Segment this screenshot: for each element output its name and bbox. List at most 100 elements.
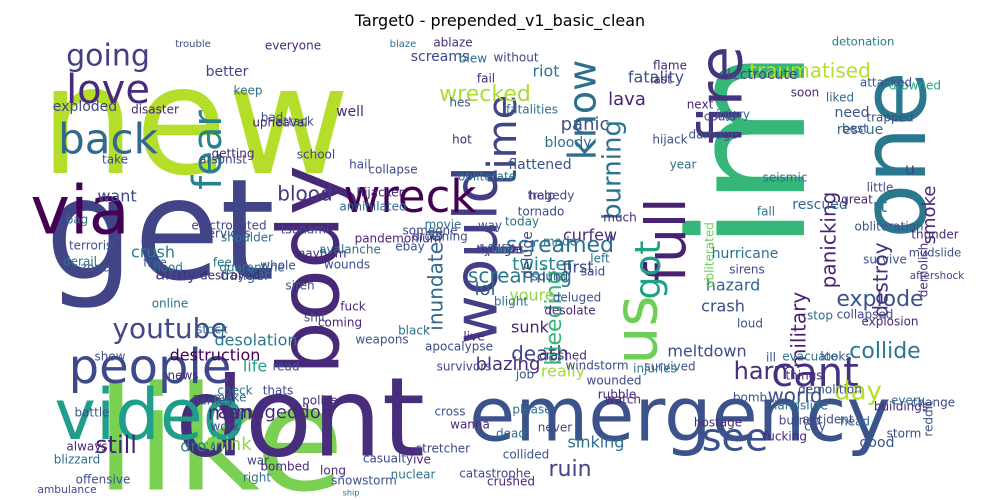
word-shit: shit [304, 311, 326, 325]
word-desolate: desolate [544, 304, 595, 318]
word-siren: siren [285, 279, 314, 293]
word-survive: survive [863, 253, 907, 267]
word-obliterate: obliterate [458, 170, 516, 184]
word-still: still [95, 431, 137, 459]
word-full: full [634, 198, 698, 283]
word-crash: crash [701, 297, 745, 316]
word-please: please [512, 403, 551, 417]
word-one: one [842, 71, 947, 238]
word-reddit: reddit [922, 401, 936, 437]
word-twister: twister [512, 254, 574, 275]
word-attack: attack [276, 115, 314, 129]
word-little: little [867, 181, 894, 195]
word-cyclone: cyclone [477, 243, 523, 257]
word-collapsed: collapsed [837, 308, 894, 322]
word-quarantine: quarantine [219, 261, 285, 275]
word-ive: ive [413, 453, 431, 467]
word-world: world [767, 384, 822, 408]
word-could: could [704, 110, 737, 124]
word-youre: youre [509, 286, 554, 305]
word-good: good [860, 435, 895, 451]
word-battle: battle [74, 406, 109, 420]
word-thunder: thunder [911, 228, 959, 242]
word-rescue: rescue [837, 122, 884, 138]
word-evacuate: evacuate [782, 350, 837, 364]
word-right: right [243, 471, 271, 485]
word-head: head [840, 415, 870, 429]
word-way: way [478, 219, 502, 233]
word-free: free [143, 256, 167, 270]
word-cant: cant [771, 350, 859, 396]
word-obliterated: obliterated [703, 222, 717, 288]
word-buildings: buildings [874, 400, 928, 414]
word-explosion: explosion [861, 315, 918, 329]
word-news: news [167, 369, 198, 383]
word-love: love [66, 67, 150, 113]
word-hellfire: hellfire [479, 243, 520, 257]
word-exploded: exploded [53, 99, 117, 115]
word-riot: riot [532, 62, 559, 81]
word-long: long [320, 464, 346, 478]
word-damage: damage [688, 128, 737, 142]
word-black: black [398, 324, 430, 338]
word-obliteration: obliteration [855, 220, 924, 234]
word-new: new [40, 35, 350, 209]
word-fucking: fucking [763, 430, 807, 444]
word-ship: ship [343, 488, 360, 498]
word-apocalypse: apocalypse [425, 340, 493, 354]
word-wreck: wreck [344, 170, 477, 223]
word-always: always [66, 440, 107, 454]
word-tornado: tornado [518, 205, 565, 219]
word-landslide: landslide [774, 399, 828, 413]
word-blood: blood [277, 182, 332, 206]
word-ruin: ruin [548, 457, 591, 482]
word-screaming: screaming [468, 264, 572, 288]
word-much: much [603, 211, 637, 225]
word-fatality: fatality [628, 68, 684, 87]
word-next: next [687, 98, 714, 112]
word-fire: fire [687, 46, 757, 144]
word-terrorist: terrorist [69, 239, 117, 253]
word-thats: thats [263, 384, 294, 398]
word-live: live [463, 330, 484, 344]
word-storm: storm [887, 427, 922, 441]
word-nuclear: nuclear [391, 468, 436, 482]
word-emergency: emergency [469, 371, 891, 459]
word-fall: fall [757, 205, 775, 219]
word-aftershock: aftershock [910, 270, 965, 282]
word-dead: dead [496, 427, 526, 441]
word-today: today [505, 215, 539, 229]
word-screamed: screamed [506, 233, 614, 258]
word-u: u [905, 160, 915, 179]
word-mudslide: mudslide [909, 246, 961, 260]
word-shoulder: shoulder [221, 231, 273, 245]
word-hijacker: hijacker [356, 186, 403, 200]
word-hijack: hijack [652, 133, 687, 147]
word-mayhem: mayhem [294, 247, 347, 261]
word-city: city [804, 420, 826, 434]
word-zone: zone [81, 261, 110, 275]
word-traumatised: traumatised [749, 59, 871, 83]
word-face: face [487, 243, 513, 257]
word-armageddon: armageddon [218, 402, 332, 423]
word-fatalities: fatalities [506, 103, 558, 117]
word-every: every [891, 394, 925, 408]
word-made: made [543, 235, 577, 249]
word-survived: survived [644, 360, 695, 374]
word-demolish: demolish [917, 243, 931, 298]
word-show: show [94, 350, 125, 364]
word-us: us [602, 295, 672, 364]
word-fail: fail [477, 72, 495, 86]
word-best: best [842, 122, 868, 136]
word-ablaze: ablaze [433, 36, 472, 50]
word-blazing: blazing [476, 354, 541, 375]
word-drown: drown [180, 437, 229, 456]
word-crush: crush [131, 243, 175, 262]
word-tragedy: tragedy [528, 189, 575, 203]
word-hot: hot [452, 133, 472, 147]
word-burned: burned [779, 414, 822, 428]
word-pandemonium: pandemonium [355, 232, 442, 246]
word-school: school [297, 148, 335, 162]
word-arsonist: arsonist [199, 153, 247, 167]
word-coming: coming [318, 316, 362, 330]
